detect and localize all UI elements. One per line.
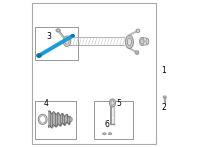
Ellipse shape (127, 38, 131, 46)
Ellipse shape (108, 133, 112, 135)
Ellipse shape (109, 99, 116, 107)
Ellipse shape (103, 133, 106, 135)
Ellipse shape (135, 51, 139, 55)
Ellipse shape (109, 133, 111, 134)
Bar (35, 101, 76, 139)
Ellipse shape (163, 96, 166, 98)
Text: 6: 6 (104, 120, 109, 129)
Text: 1: 1 (161, 66, 166, 75)
Ellipse shape (136, 29, 140, 33)
Bar (35, 27, 78, 60)
Ellipse shape (37, 54, 41, 57)
Ellipse shape (141, 39, 143, 44)
Ellipse shape (125, 35, 133, 49)
Ellipse shape (57, 30, 59, 31)
Ellipse shape (65, 38, 69, 44)
Ellipse shape (56, 29, 60, 32)
Ellipse shape (136, 52, 138, 54)
Text: 2: 2 (161, 103, 166, 112)
Ellipse shape (63, 36, 71, 46)
Ellipse shape (104, 133, 105, 134)
Ellipse shape (38, 55, 40, 57)
Text: 3: 3 (47, 31, 52, 41)
Ellipse shape (140, 37, 144, 46)
Ellipse shape (70, 117, 72, 122)
Bar (94, 101, 133, 139)
Ellipse shape (146, 39, 149, 44)
Bar (32, 3, 156, 144)
Ellipse shape (111, 101, 114, 105)
Text: 5: 5 (116, 99, 121, 108)
Text: 4: 4 (44, 99, 49, 108)
Ellipse shape (71, 34, 74, 37)
